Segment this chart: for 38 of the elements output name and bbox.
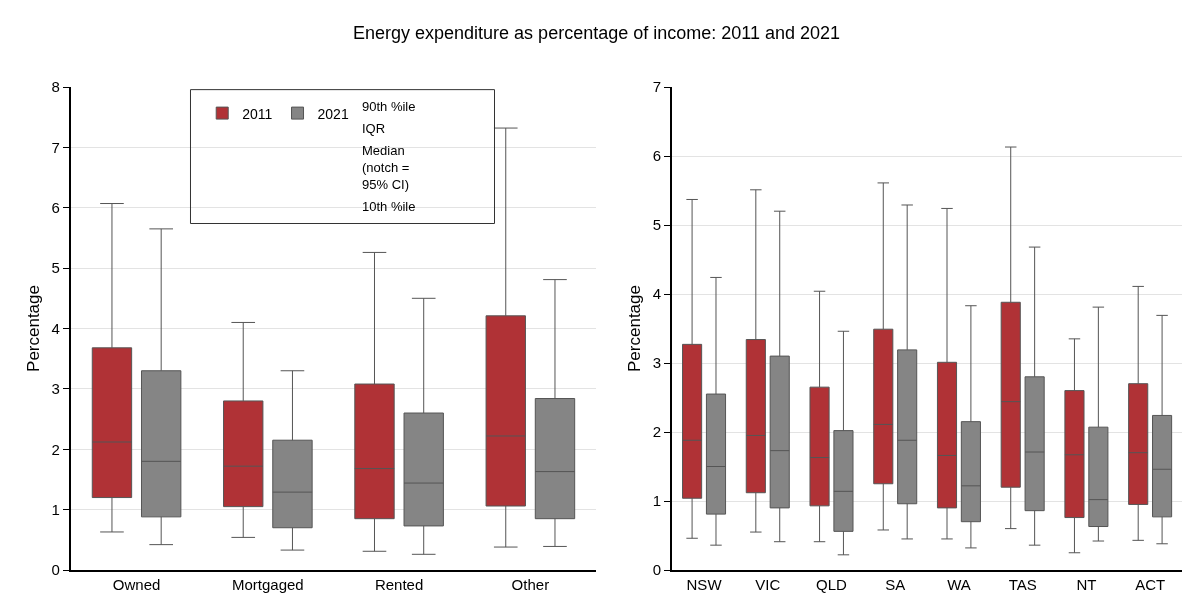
y-tick-label: 8 [51, 78, 60, 96]
x-tick-label: NT [1076, 576, 1097, 593]
x-tick-label: NSW [686, 576, 723, 593]
annotation: Median (notch = 95% CI) [362, 143, 410, 192]
y-tick-label: 4 [652, 285, 662, 303]
annotation: 90th %ile [362, 99, 416, 114]
legend-label: 2011 [242, 105, 273, 122]
legend-label: 2021 [317, 105, 349, 122]
chart-title: Energy expenditure as percentage of income: 2011 and 2021 [353, 23, 841, 43]
x-tick-label: QLD [816, 576, 848, 593]
x-tick-label: Mortgaged [231, 576, 304, 593]
x-tick-label: Owned [112, 576, 161, 593]
y-tick-label: 4 [51, 319, 60, 337]
y-tick-label: 1 [652, 492, 662, 510]
x-tick-label: VIC [755, 576, 781, 593]
y-tick-label: 7 [51, 138, 60, 156]
y-tick-label: 3 [51, 380, 60, 398]
y-tick-label: 5 [51, 259, 60, 277]
y-tick-label: 2 [51, 440, 60, 458]
y-axis-title: Percentage [23, 285, 43, 372]
y-axis-title: Percentage [624, 285, 644, 372]
y-tick-label: 3 [652, 354, 662, 372]
y-tick-label: 5 [652, 216, 662, 234]
y-tick-label: 1 [51, 500, 60, 518]
y-tick-label: 7 [652, 78, 662, 96]
x-tick-label: Rented [374, 576, 424, 593]
x-tick-label: TAS [1008, 576, 1037, 593]
y-tick-label: 6 [652, 147, 662, 165]
x-tick-label: Other [511, 576, 550, 593]
annotation: IQR [362, 121, 386, 136]
x-tick-label: WA [947, 576, 971, 593]
x-tick-label: ACT [1135, 576, 1166, 593]
x-tick-label: SA [885, 576, 906, 593]
y-tick-label: 2 [652, 423, 662, 441]
y-tick-label: 0 [652, 561, 662, 579]
annotation: 10th %ile [362, 199, 416, 214]
y-tick-label: 0 [51, 561, 60, 579]
y-tick-label: 6 [51, 199, 60, 216]
